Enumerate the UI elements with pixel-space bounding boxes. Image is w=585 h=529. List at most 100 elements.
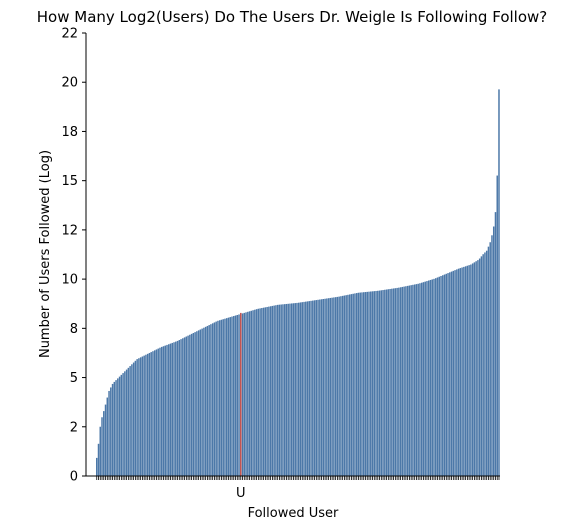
bar: [426, 281, 428, 476]
bar: [408, 285, 411, 476]
bar: [138, 358, 140, 476]
bar: [308, 301, 311, 476]
bar: [150, 352, 152, 476]
bar: [129, 366, 131, 476]
bar: [192, 333, 195, 476]
bar: [257, 308, 260, 476]
bar: [189, 334, 191, 476]
bar: [403, 286, 405, 476]
bar: [157, 348, 159, 476]
bar: [124, 371, 126, 476]
bar: [464, 266, 467, 476]
bar: [478, 258, 481, 476]
bar: [201, 328, 203, 476]
bar: [475, 261, 477, 476]
bar: [243, 312, 246, 476]
bar: [271, 305, 274, 476]
bar: [306, 301, 309, 476]
bar: [489, 242, 491, 476]
bar: [433, 278, 435, 476]
bar: [266, 306, 268, 476]
bar: [459, 268, 462, 476]
bar: [290, 303, 293, 476]
bar: [173, 342, 175, 476]
bar: [320, 299, 323, 476]
bar: [220, 319, 223, 476]
bar: [473, 262, 476, 476]
bar: [463, 266, 465, 476]
bar: [352, 293, 354, 476]
bar: [387, 289, 390, 476]
bar: [255, 309, 258, 476]
bar: [422, 282, 425, 476]
bar: [361, 292, 363, 476]
bar: [110, 387, 112, 476]
bar: [171, 342, 174, 476]
bar: [429, 279, 432, 476]
y-tick-label: 20: [61, 76, 78, 91]
bar: [368, 291, 370, 476]
bar: [264, 307, 267, 476]
bar: [178, 340, 181, 476]
bar: [134, 360, 137, 476]
bar: [355, 293, 358, 476]
bar: [152, 351, 154, 476]
bar: [370, 291, 372, 476]
bar: [159, 347, 161, 476]
bar: [278, 304, 281, 476]
bar: [97, 443, 100, 476]
bar: [117, 378, 119, 476]
bar: [283, 304, 286, 476]
bar: [477, 260, 479, 476]
bar: [96, 457, 98, 476]
bar: [273, 305, 275, 476]
bar: [196, 331, 198, 476]
bar: [148, 352, 151, 476]
bar: [496, 175, 498, 477]
bar: [301, 302, 303, 476]
y-tick-label: 8: [70, 322, 78, 337]
bar: [480, 256, 483, 476]
bar: [217, 320, 219, 476]
bar: [364, 292, 367, 476]
bar: [120, 374, 123, 476]
bar: [419, 283, 421, 476]
bar: [410, 285, 412, 476]
bar: [348, 294, 351, 476]
y-tick-label: 5: [70, 371, 78, 386]
bar: [227, 317, 230, 476]
bar: [143, 355, 145, 476]
bar: [484, 252, 486, 476]
bar: [492, 226, 495, 476]
y-tick-label: 15: [61, 174, 78, 189]
bar: [234, 315, 237, 476]
bar: [354, 293, 356, 476]
bar: [122, 373, 124, 476]
bar: [406, 285, 409, 476]
bar: [401, 286, 404, 476]
bar: [111, 383, 114, 476]
bar: [431, 279, 433, 476]
bar: [276, 304, 279, 476]
bar: [211, 323, 214, 476]
bar: [241, 313, 244, 476]
bar: [146, 353, 149, 476]
bar: [168, 344, 170, 476]
bar: [206, 325, 209, 476]
bar: [99, 426, 101, 476]
y-tick-label: 10: [61, 273, 78, 288]
bar: [336, 296, 339, 476]
bar: [485, 250, 488, 476]
bar: [252, 310, 254, 476]
bar: [438, 276, 441, 476]
bar: [236, 314, 239, 476]
bar: [442, 275, 444, 476]
bar: [415, 284, 418, 476]
bar: [420, 282, 423, 476]
bar: [292, 303, 295, 476]
bar: [482, 254, 484, 476]
x-axis: U: [86, 475, 500, 501]
bar: [169, 343, 172, 476]
bar: [113, 381, 116, 476]
bar: [329, 297, 332, 476]
